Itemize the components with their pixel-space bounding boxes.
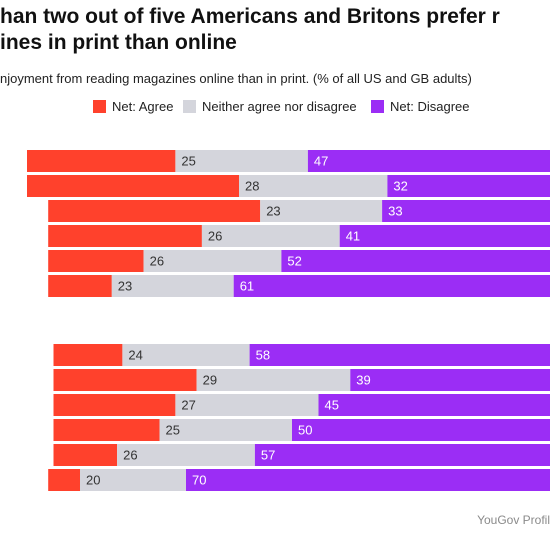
- bar-disagree-row-7: [249, 344, 550, 366]
- chart-subtitle: njoyment from reading magazines online t…: [0, 71, 472, 86]
- bar-neutral-row-8: [196, 369, 351, 391]
- data-label-disagree-row-6: 61: [240, 279, 254, 294]
- legend-label-disagree: Net: Disagree: [390, 99, 470, 114]
- bar-neutral-row-3: [260, 200, 383, 222]
- bar-disagree-row-10: [292, 419, 550, 441]
- data-label-disagree-row-8: 39: [356, 373, 370, 388]
- bar-agree-row-11: [53, 444, 118, 466]
- bar-agree-row-7: [53, 344, 123, 366]
- bar-agree-row-6: [48, 275, 112, 297]
- data-label-disagree-row-4: 41: [346, 229, 360, 244]
- bar-disagree-row-12: [186, 469, 550, 491]
- data-label-disagree-row-7: 58: [256, 348, 270, 363]
- data-label-disagree-row-1: 47: [314, 154, 328, 169]
- data-label-disagree-row-5: 52: [287, 254, 301, 269]
- bar-neutral-row-2: [239, 175, 388, 197]
- data-label-disagree-row-12: 70: [192, 473, 206, 488]
- legend-swatch-neutral: [183, 100, 196, 113]
- bar-neutral-row-5: [143, 250, 282, 272]
- bar-disagree-row-4: [339, 225, 550, 247]
- data-label-disagree-row-3: 33: [388, 204, 402, 219]
- data-label-disagree-row-9: 45: [325, 398, 339, 413]
- bar-neutral-row-11: [117, 444, 255, 466]
- chart-title: han two out of five Americans and Briton…: [0, 5, 500, 54]
- bar-agree-row-5: [48, 250, 144, 272]
- bar-neutral-row-10: [159, 419, 292, 441]
- bar-agree-row-3: [48, 200, 261, 222]
- bar-agree-row-2: [27, 175, 239, 197]
- bar-neutral-row-9: [175, 394, 319, 416]
- legend-item-agree: Net: Agree: [93, 99, 173, 114]
- bar-disagree-row-2: [387, 175, 550, 197]
- legend-item-neutral: Neither agree nor disagree: [183, 99, 357, 114]
- data-label-neutral-row-6: 23: [118, 279, 132, 294]
- bar-disagree-row-1: [307, 150, 550, 172]
- source-label: YouGov Profil: [477, 513, 550, 527]
- data-label-neutral-row-9: 27: [181, 398, 195, 413]
- data-label-neutral-row-4: 26: [208, 229, 222, 244]
- legend-label-agree: Net: Agree: [112, 99, 174, 114]
- legend-item-disagree: Net: Disagree: [371, 99, 469, 114]
- bar-disagree-row-9: [318, 394, 550, 416]
- legend-swatch-disagree: [371, 100, 384, 113]
- data-label-disagree-row-2: 32: [393, 179, 407, 194]
- bar-disagree-row-11: [254, 444, 550, 466]
- bar-agree-row-12: [48, 469, 80, 491]
- legend-swatch-agree: [93, 100, 106, 113]
- data-label-neutral-row-5: 26: [150, 254, 164, 269]
- data-label-neutral-row-10: 25: [166, 423, 180, 438]
- bar-disagree-row-6: [233, 275, 550, 297]
- data-label-disagree-row-10: 50: [298, 423, 312, 438]
- bar-disagree-row-8: [350, 369, 550, 391]
- data-label-neutral-row-3: 23: [266, 204, 280, 219]
- bar-agree-row-4: [48, 225, 202, 247]
- bar-neutral-row-7: [122, 344, 250, 366]
- bar-neutral-row-6: [111, 275, 234, 297]
- data-label-neutral-row-7: 24: [128, 348, 142, 363]
- legend: Net: Agree Neither agree nor disagree Ne…: [0, 99, 550, 115]
- bar-neutral-row-1: [175, 150, 308, 172]
- bar-agree-row-10: [53, 419, 160, 441]
- bar-agree-row-1: [27, 150, 176, 172]
- bar-disagree-row-5: [281, 250, 550, 272]
- data-label-neutral-row-11: 26: [123, 448, 137, 463]
- bar-neutral-row-12: [80, 469, 186, 491]
- bar-agree-row-8: [53, 369, 197, 391]
- bar-agree-row-9: [53, 394, 176, 416]
- data-label-neutral-row-12: 20: [86, 473, 100, 488]
- data-label-neutral-row-8: 29: [203, 373, 217, 388]
- bar-neutral-row-4: [201, 225, 340, 247]
- data-label-neutral-row-2: 28: [245, 179, 259, 194]
- bar-disagree-row-3: [382, 200, 550, 222]
- data-label-disagree-row-11: 57: [261, 448, 275, 463]
- legend-label-neutral: Neither agree nor disagree: [202, 99, 357, 114]
- data-label-neutral-row-1: 25: [181, 154, 195, 169]
